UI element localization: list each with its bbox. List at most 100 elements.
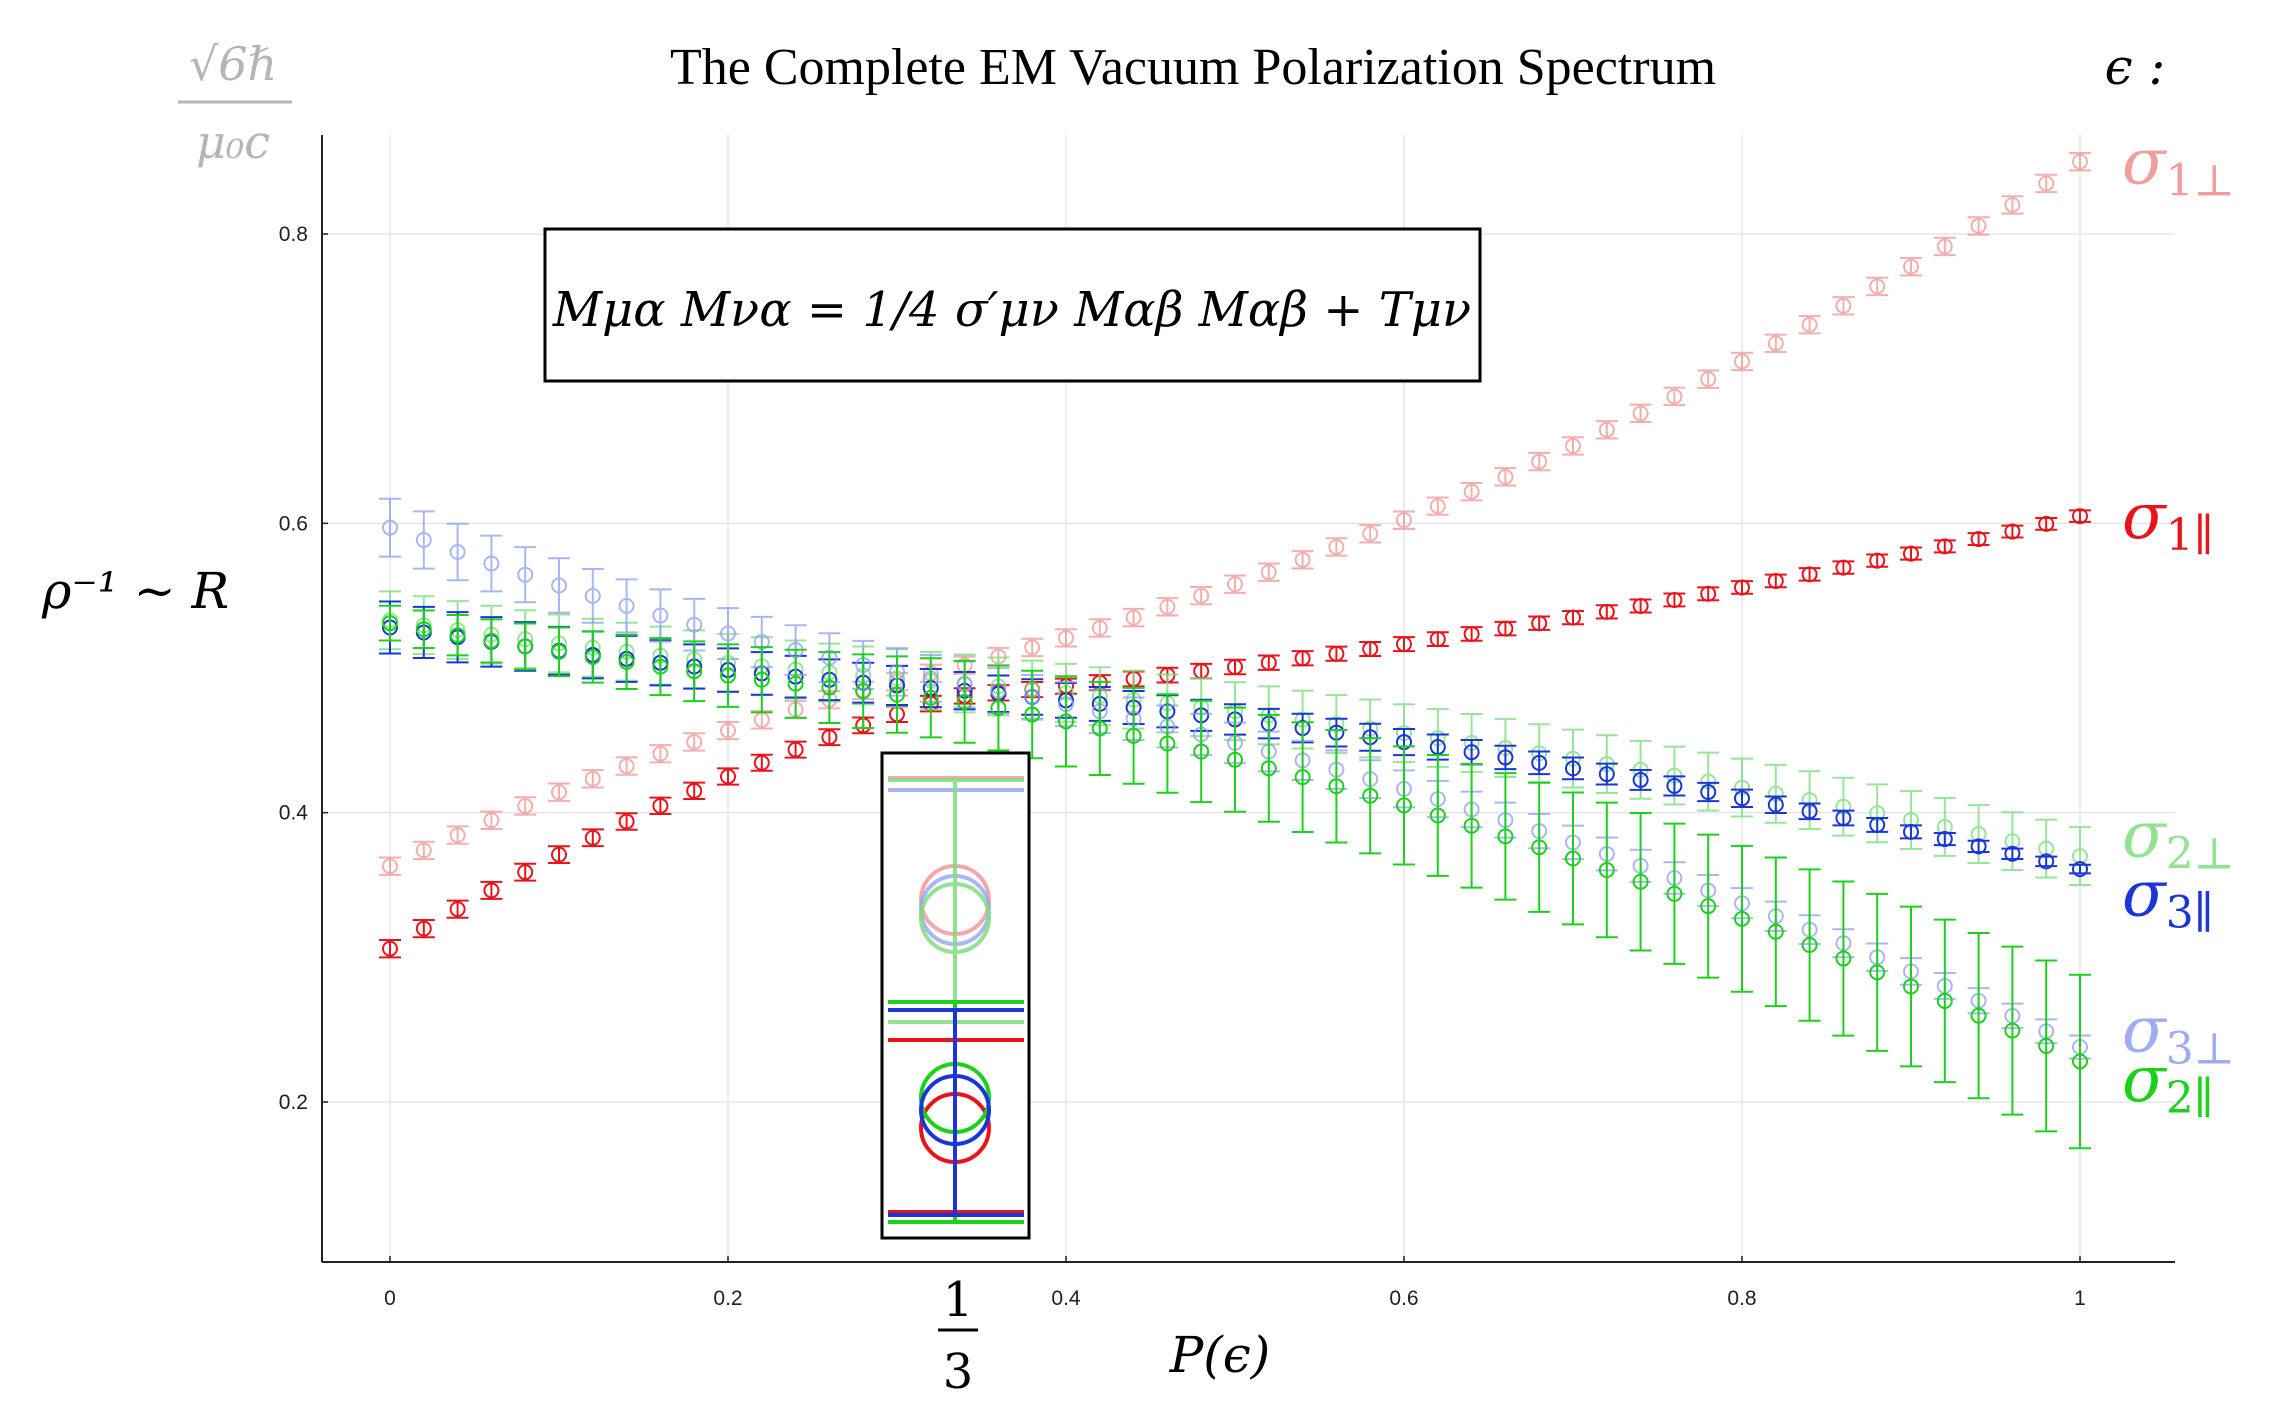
data-point [787, 741, 804, 758]
data-point [1294, 769, 1311, 786]
data-point [2072, 1053, 2088, 1070]
data-point [1801, 566, 1818, 583]
data-point [1091, 720, 1108, 737]
data-point [1970, 217, 1987, 234]
one-third-marker: 1 3 [938, 1272, 978, 1400]
data-point [720, 722, 736, 739]
data-point [551, 784, 567, 801]
data-point [1734, 910, 1750, 927]
data-point [1700, 585, 1717, 602]
series-labels: σ1⊥σ1∥σ2⊥σ3∥σ3⊥σ2∥ [2122, 126, 2235, 1124]
x-tick-label: 0.6 [1389, 1287, 1418, 1310]
data-point [483, 882, 500, 899]
data-point [1429, 631, 1446, 648]
data-point [584, 770, 601, 787]
data-point [584, 829, 601, 846]
equation-text: Mμα Mνα = 1/4 σ′μν Mαβ Mαβ + Tμν [552, 282, 1471, 338]
data-point [1936, 831, 1953, 848]
data-point [2072, 508, 2088, 525]
data-point [855, 683, 872, 700]
data-point [1328, 778, 1345, 795]
data-point [1869, 278, 1886, 295]
data-point [1666, 591, 1683, 608]
data-point [1227, 751, 1243, 768]
data-point [1565, 437, 1581, 454]
series-label: σ1⊥ [2122, 126, 2235, 207]
data-point [1463, 483, 1480, 500]
data-point [1936, 238, 1953, 255]
data-point [551, 577, 567, 594]
data-point [2004, 1022, 2021, 1039]
series-label-subscript: 2⊥ [2166, 828, 2235, 879]
series-label: σ2∥ [2122, 1043, 2214, 1124]
data-point [1531, 453, 1548, 470]
data-point [2038, 515, 2055, 532]
data-point [382, 615, 398, 632]
data-point [1463, 817, 1480, 834]
y-axis-label: ρ⁻¹ ~ R [41, 562, 229, 620]
data-point [1429, 807, 1446, 824]
data-point [2072, 861, 2088, 878]
data-point [787, 675, 804, 692]
data-point [1903, 545, 1919, 562]
data-point [1125, 727, 1142, 744]
data-point [415, 842, 432, 859]
series-label-symbol: σ [2122, 480, 2168, 554]
x-tick-label: 0.8 [1727, 1287, 1756, 1310]
y-tick-label: 0.2 [279, 1091, 308, 1114]
data-point [1903, 823, 1919, 840]
data-point [1835, 559, 1852, 576]
data-point [618, 758, 635, 775]
data-point [483, 555, 500, 572]
series-label: σ2⊥ [2122, 798, 2235, 879]
series-label-symbol: σ [2122, 994, 2168, 1068]
data-point [449, 543, 466, 560]
data-point [686, 663, 703, 680]
series-1 [379, 151, 2091, 876]
data-point [1024, 639, 1041, 656]
data-point [1734, 353, 1750, 370]
series-label-symbol: σ [2122, 1043, 2168, 1117]
data-point [1429, 498, 1446, 515]
data-point [1565, 850, 1581, 867]
data-point [686, 733, 703, 750]
data-point [449, 627, 466, 644]
data-point [1700, 784, 1717, 801]
x-tick-label: 1 [2074, 1287, 2086, 1310]
series-label-symbol: σ [2122, 798, 2168, 872]
series-label: σ1∥ [2122, 480, 2214, 561]
data-point [1362, 525, 1379, 542]
data-point [652, 607, 669, 624]
data-point [1632, 597, 1649, 614]
data-point [1565, 760, 1581, 777]
data-point [2072, 153, 2088, 170]
data-point [821, 729, 838, 746]
y-tick-label: 0.6 [279, 512, 308, 535]
data-point [1970, 531, 1987, 548]
data-point [1125, 609, 1142, 626]
series-label-subscript: 3∥ [2166, 888, 2214, 939]
equation-frame [543, 227, 1482, 383]
data-point [517, 638, 534, 655]
data-point [2004, 845, 2021, 862]
data-point [686, 616, 703, 633]
data-point [1598, 421, 1615, 438]
data-point [652, 745, 669, 762]
data-point [1767, 796, 1784, 813]
data-point [483, 632, 500, 649]
data-point [1328, 645, 1345, 662]
data-point [1869, 964, 1886, 981]
data-point [517, 797, 534, 814]
data-point [1869, 552, 1886, 569]
data-point [922, 689, 939, 706]
data-point [382, 858, 398, 875]
data-point [1193, 743, 1210, 760]
corner-units-numerator: √6ℏ [189, 37, 277, 91]
data-point [720, 667, 736, 684]
data-point [382, 940, 398, 957]
x-tick-label: 0.4 [1051, 1287, 1081, 1310]
data-point [483, 812, 500, 829]
data-point [1700, 371, 1717, 388]
equation-box: Mμα Mνα = 1/4 σ′μν Mαβ Mαβ + Tμν [543, 227, 1482, 383]
data-point [1734, 790, 1750, 807]
